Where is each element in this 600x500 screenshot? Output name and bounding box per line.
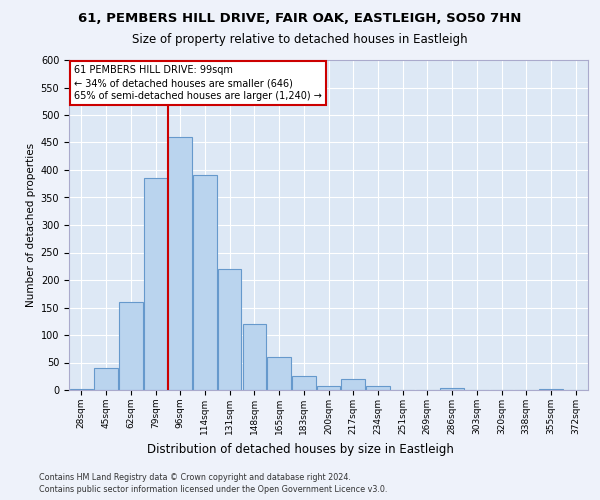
Text: Distribution of detached houses by size in Eastleigh: Distribution of detached houses by size … [146,442,454,456]
Bar [268,357,291,390]
Y-axis label: Number of detached properties: Number of detached properties [26,143,37,307]
Bar [317,386,340,390]
Bar [292,376,316,390]
Bar [94,368,118,390]
Bar [341,379,365,390]
Text: Size of property relative to detached houses in Eastleigh: Size of property relative to detached ho… [132,32,468,46]
Bar [144,178,167,390]
Text: 61 PEMBERS HILL DRIVE: 99sqm
← 34% of detached houses are smaller (646)
65% of s: 61 PEMBERS HILL DRIVE: 99sqm ← 34% of de… [74,65,322,102]
Bar [119,302,143,390]
Text: Contains public sector information licensed under the Open Government Licence v3: Contains public sector information licen… [39,485,388,494]
Bar [218,269,241,390]
Bar [70,389,93,390]
Text: Contains HM Land Registry data © Crown copyright and database right 2024.: Contains HM Land Registry data © Crown c… [39,472,351,482]
Bar [193,176,217,390]
Bar [440,388,464,390]
Text: 61, PEMBERS HILL DRIVE, FAIR OAK, EASTLEIGH, SO50 7HN: 61, PEMBERS HILL DRIVE, FAIR OAK, EASTLE… [79,12,521,26]
Bar [169,137,192,390]
Bar [242,324,266,390]
Bar [366,386,389,390]
